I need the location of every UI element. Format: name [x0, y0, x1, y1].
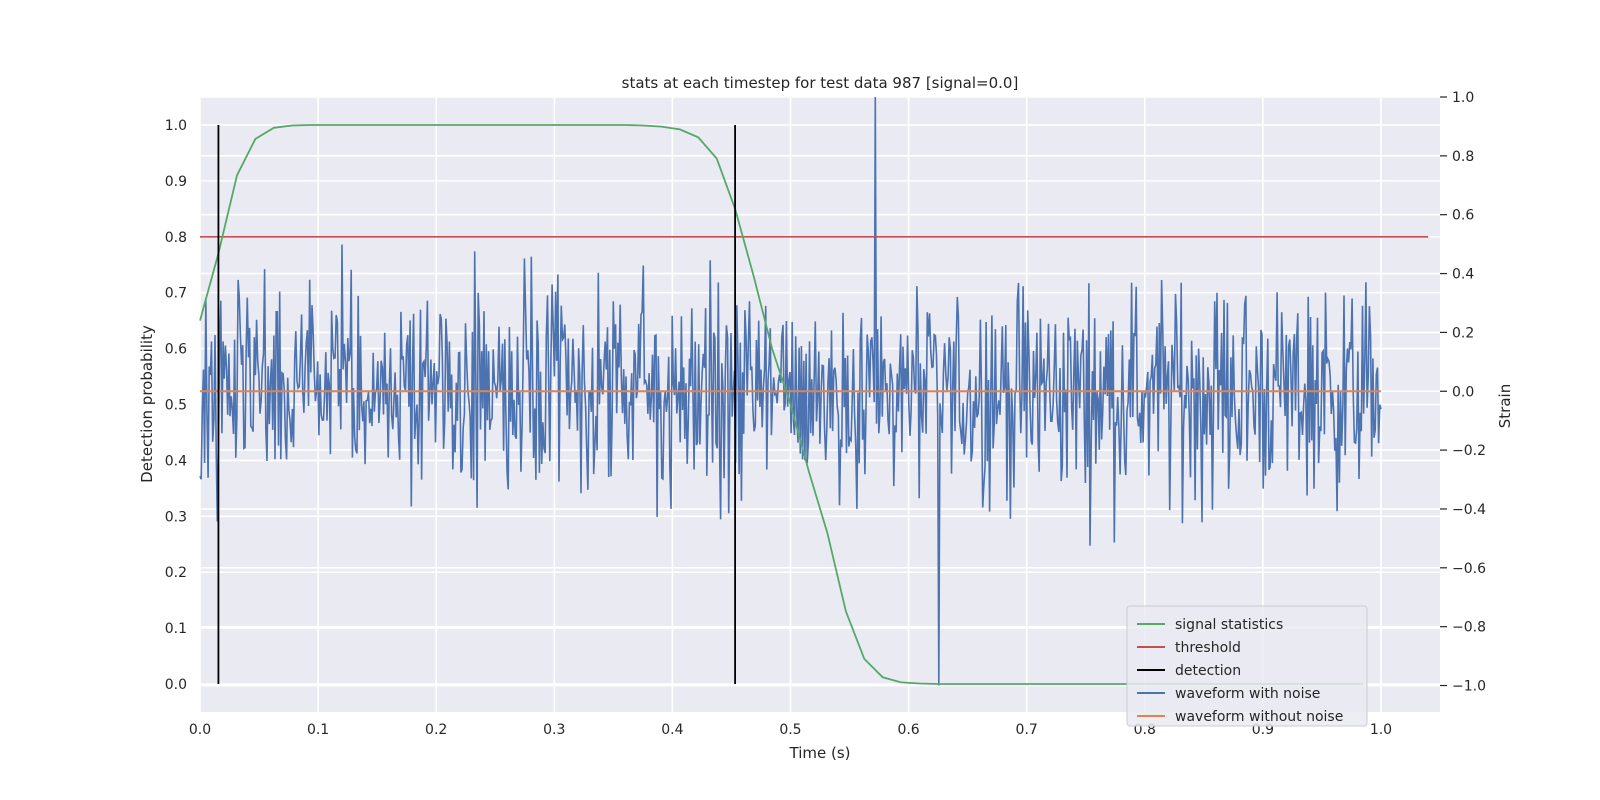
- y-tick-label: 0.9: [165, 174, 187, 190]
- y-axis-label: Detection probability: [138, 325, 156, 483]
- y-tick-label: 0.6: [165, 342, 187, 358]
- series-layer: [199, 124, 1429, 685]
- y2-tick-label: 0.0: [1452, 384, 1474, 400]
- y2-tick-label: 0.2: [1452, 325, 1474, 341]
- y-tick-label: 0.1: [165, 621, 187, 637]
- x-tick-label: 0.0: [189, 722, 211, 738]
- y2-tick-label: 0.6: [1452, 208, 1474, 224]
- x-tick-label: 0.3: [543, 722, 565, 738]
- legend-entry: threshold: [1175, 640, 1241, 656]
- y2-axis-label: Strain: [1496, 384, 1514, 428]
- legend-entry: waveform with noise: [1175, 686, 1320, 702]
- y-tick-label: 0.0: [165, 677, 187, 693]
- x-tick-label: 0.1: [307, 722, 329, 738]
- x-axis-label: Time (s): [789, 744, 851, 762]
- x-tick-label: 0.7: [1016, 722, 1038, 738]
- y2-tick-label: −0.8: [1452, 620, 1486, 636]
- chart-title: stats at each timestep for test data 987…: [622, 74, 1019, 92]
- y-tick-label: 0.2: [165, 565, 187, 581]
- y2-tick-label: −1.0: [1452, 679, 1486, 695]
- y-tick-label: 0.7: [165, 286, 187, 302]
- x-tick-label: 0.2: [425, 722, 447, 738]
- y2-tick-label: 0.8: [1452, 149, 1474, 165]
- y-tick-label: 0.3: [165, 509, 187, 525]
- legend-entry: waveform without noise: [1175, 709, 1343, 725]
- y2-tick-label: 1.0: [1452, 90, 1474, 106]
- y2-tick-label: −0.4: [1452, 502, 1486, 518]
- x-tick-label: 0.4: [661, 722, 683, 738]
- y2-tick-label: −0.2: [1452, 443, 1486, 459]
- y2-tick-label: −0.6: [1452, 561, 1486, 577]
- y2-tick-label: 0.4: [1452, 267, 1474, 283]
- x-tick-label: 0.5: [779, 722, 801, 738]
- y-tick-label: 0.5: [165, 398, 187, 414]
- y-tick-label: 0.8: [165, 230, 187, 246]
- y-tick-label: 1.0: [165, 118, 187, 134]
- x-tick-label: 1.0: [1370, 722, 1392, 738]
- series-signal-statistics: [199, 124, 1364, 685]
- legend-entry: detection: [1175, 663, 1241, 679]
- x-tick-label: 0.6: [897, 722, 919, 738]
- ticks-layer: 0.0 0.1 0.2 0.3 0.4 0.5 0.6 0.7 0.8 0.9 1.0 0.0 0.1 0…: [165, 90, 1486, 738]
- legend-entry: signal statistics: [1175, 617, 1283, 633]
- legend: signal statistics threshold detection wavef…: [1126, 605, 1368, 727]
- legend-box: [1126, 605, 1368, 727]
- y-tick-label: 0.4: [165, 453, 187, 469]
